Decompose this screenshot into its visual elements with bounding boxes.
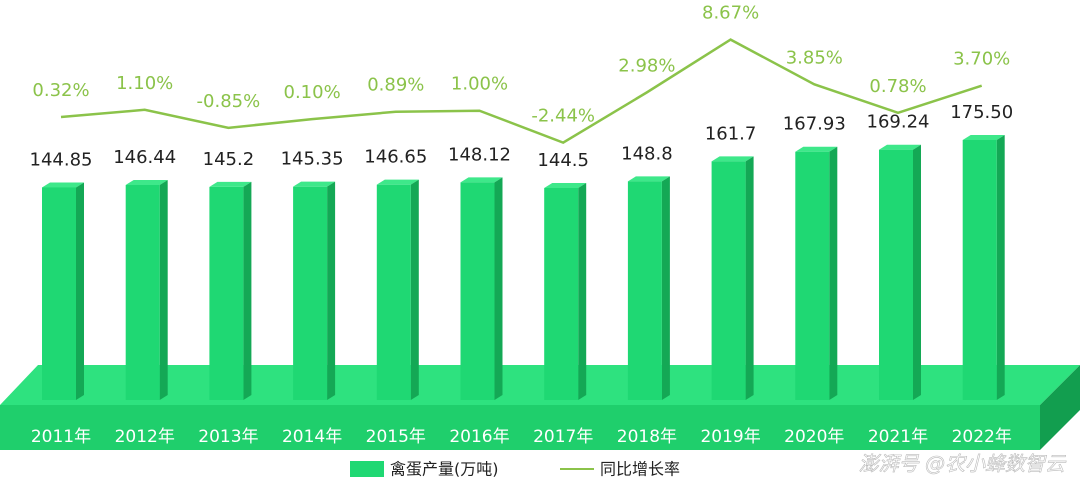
bar-value-label: 148.12 xyxy=(448,144,511,165)
x-tick-label: 2011年 xyxy=(31,427,91,447)
x-tick-label: 2013年 xyxy=(198,427,258,447)
bar-top xyxy=(962,135,1005,140)
bar-side xyxy=(578,183,587,400)
bar xyxy=(795,151,830,400)
x-tick-label: 2021年 xyxy=(868,427,928,447)
line-value-label: 0.32% xyxy=(32,80,89,101)
bar-value-label: 146.65 xyxy=(364,147,427,168)
base-front xyxy=(0,405,1040,450)
bar-side xyxy=(159,179,168,400)
x-tick-label: 2012年 xyxy=(115,427,175,447)
line-value-label: 1.00% xyxy=(451,74,508,95)
bar xyxy=(42,187,76,400)
bar-value-label: 145.2 xyxy=(203,149,255,170)
bar xyxy=(627,181,662,400)
bar-value-label: 148.8 xyxy=(621,143,673,164)
bar-side xyxy=(913,144,921,400)
bar xyxy=(376,184,411,400)
bar-value-label: 145.35 xyxy=(281,149,344,170)
bar-value-label: 175.50 xyxy=(950,102,1013,123)
bar-top xyxy=(42,182,84,188)
line-value-label: 3.85% xyxy=(786,47,843,68)
bar-value-label: 161.7 xyxy=(705,123,757,144)
bar-side xyxy=(410,179,419,400)
line xyxy=(60,38,983,145)
x-tick-label: 2017年 xyxy=(533,427,593,447)
bar-value-label: 169.24 xyxy=(867,112,930,133)
bar xyxy=(293,186,328,400)
base-side xyxy=(1040,365,1080,450)
bar-side xyxy=(745,156,754,400)
legend-label: 禽蛋产量(万吨) xyxy=(390,460,499,479)
bar xyxy=(962,140,997,400)
bar xyxy=(879,149,913,400)
bar-value-label: 167.93 xyxy=(783,114,846,135)
bar xyxy=(544,188,579,400)
bar-value-label: 144.85 xyxy=(30,149,93,170)
bar-value-label: 146.44 xyxy=(113,147,176,168)
x-tick-label: 2014年 xyxy=(282,427,342,447)
bar-top xyxy=(544,183,587,188)
x-tick-label: 2020年 xyxy=(784,427,844,447)
legend-label: 同比增长率 xyxy=(600,460,680,479)
x-tick-label: 2018年 xyxy=(617,427,677,447)
bar-side xyxy=(996,135,1005,400)
bar-top xyxy=(711,156,754,162)
line-value-label: 0.89% xyxy=(367,75,424,96)
bar-top xyxy=(879,144,921,150)
line-value-label: -2.44% xyxy=(531,106,595,127)
line-value-label: 1.10% xyxy=(116,73,173,94)
bar-side xyxy=(327,181,336,400)
bar-top xyxy=(209,181,252,187)
line-value-label: 0.10% xyxy=(284,82,341,103)
bar-top xyxy=(460,177,503,183)
x-tick-label: 2019年 xyxy=(700,427,760,447)
watermark: 澎湃号 @农小蜂数智云 xyxy=(859,452,1067,476)
x-tick-label: 2016年 xyxy=(449,427,509,447)
bar-top xyxy=(627,176,670,182)
bar xyxy=(460,182,495,400)
bar-top xyxy=(125,179,168,185)
bar-side xyxy=(829,146,838,400)
bar-top xyxy=(293,181,336,187)
bar xyxy=(125,184,160,400)
bar xyxy=(711,161,746,400)
bar-top xyxy=(376,179,419,185)
bar-top xyxy=(795,146,838,152)
line-value-label: -0.85% xyxy=(197,91,261,112)
line-value-label: 2.98% xyxy=(618,55,675,76)
legend-swatch xyxy=(350,461,384,477)
bar-value-label: 144.5 xyxy=(537,150,589,171)
x-tick-label: 2022年 xyxy=(952,427,1012,447)
bar-side xyxy=(243,181,252,400)
line-value-label: 3.70% xyxy=(953,49,1010,70)
bar-side xyxy=(494,177,503,400)
bar xyxy=(209,186,244,400)
line-value-label: 8.67% xyxy=(702,3,759,24)
x-tick-label: 2015年 xyxy=(366,427,426,447)
bar-side xyxy=(661,176,670,400)
bar-side xyxy=(76,182,84,400)
line-value-label: 0.78% xyxy=(869,76,926,97)
